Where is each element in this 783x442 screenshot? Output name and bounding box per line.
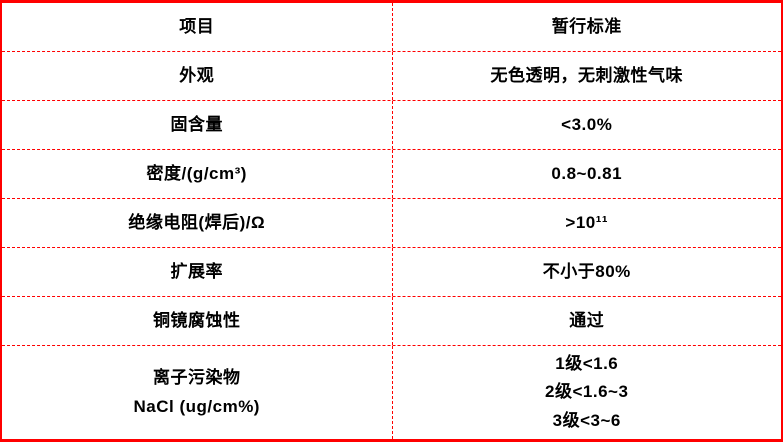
cell-line: 1级<1.6 (555, 354, 619, 374)
table-row-density: 密度/(g/cm³) 0.8~0.81 (2, 150, 781, 199)
standard-cell: 通过 (391, 297, 782, 345)
item-cell: 密度/(g/cm³) (2, 150, 392, 198)
header-item-label: 项目 (179, 16, 215, 36)
header-standard-label: 暂行标准 (551, 16, 622, 36)
cell-line: 无色透明，无刺激性气味 (490, 65, 683, 85)
table-row-copper-mirror-corrosion: 铜镜腐蚀性 通过 (2, 297, 781, 346)
header-item-cell: 项目 (2, 3, 392, 51)
cell-line: 通过 (569, 310, 605, 330)
cell-line: 绝缘电阻(焊后)/Ω (128, 212, 266, 232)
cell-line: 不小于80% (542, 261, 631, 281)
standard-cell: 无色透明，无刺激性气味 (391, 52, 782, 100)
standard-cell: 1级<1.6 2级<1.6~3 3级<3~6 (391, 346, 782, 439)
table-row-solid-content: 固含量 <3.0% (2, 101, 781, 150)
table-header-row: 项目 暂行标准 (2, 3, 781, 52)
table-row-insulation-resistance: 绝缘电阻(焊后)/Ω >10¹¹ (2, 199, 781, 248)
standard-cell: 0.8~0.81 (391, 150, 782, 198)
cell-line: 0.8~0.81 (551, 163, 623, 183)
cell-line: 3级<3~6 (552, 410, 621, 430)
header-standard-cell: 暂行标准 (391, 3, 782, 51)
cell-line: 外观 (179, 65, 215, 85)
cell-line: 2级<1.6~3 (545, 382, 629, 402)
item-cell: 外观 (2, 52, 392, 100)
cell-line: 铜镜腐蚀性 (153, 310, 241, 330)
cell-line: 固含量 (170, 114, 223, 134)
table-row-appearance: 外观 无色透明，无刺激性气味 (2, 52, 781, 101)
cell-line: <3.0% (561, 114, 613, 134)
cell-line: >10¹¹ (565, 212, 609, 232)
item-cell: 扩展率 (2, 248, 392, 296)
item-cell: 铜镜腐蚀性 (2, 297, 392, 345)
item-cell: 离子污染物 NaCl (ug/cm%) (2, 346, 392, 439)
cell-line: NaCl (ug/cm%) (133, 396, 260, 416)
table-row-spread-rate: 扩展率 不小于80% (2, 248, 781, 297)
cell-line: 扩展率 (170, 261, 223, 281)
table-row-ionic-contamination: 离子污染物 NaCl (ug/cm%) 1级<1.6 2级<1.6~3 3级<3… (2, 346, 781, 439)
item-cell: 绝缘电阻(焊后)/Ω (2, 199, 392, 247)
cell-line: 离子污染物 (153, 368, 241, 388)
cell-line: 密度/(g/cm³) (146, 163, 247, 183)
standard-cell: 不小于80% (391, 248, 782, 296)
standard-cell: <3.0% (391, 101, 782, 149)
item-cell: 固含量 (2, 101, 392, 149)
standard-cell: >10¹¹ (391, 199, 782, 247)
